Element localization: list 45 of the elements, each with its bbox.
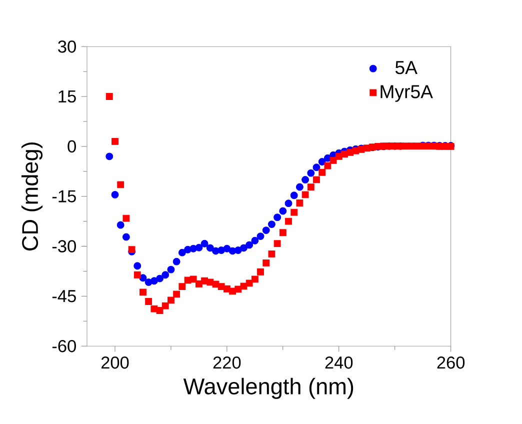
- point: [172, 258, 180, 266]
- x-tick-label: 220: [213, 356, 241, 369]
- legend-label: Myr5A: [380, 85, 433, 102]
- point: [251, 237, 259, 245]
- y-tick-label: -15: [52, 190, 76, 203]
- point: [234, 246, 242, 254]
- y-axis-title: CD (mdeg): [21, 142, 43, 251]
- point: [116, 221, 124, 229]
- point: [246, 241, 254, 249]
- point: [290, 192, 298, 200]
- point: [268, 220, 276, 228]
- point: [150, 277, 158, 285]
- point: [296, 183, 304, 191]
- point: [206, 244, 214, 252]
- point: [111, 191, 119, 199]
- point: [302, 176, 310, 184]
- point: [134, 262, 142, 270]
- point: [240, 244, 248, 252]
- legend-label: 5A: [395, 61, 418, 74]
- x-tick-label: 260: [437, 356, 465, 369]
- point: [156, 275, 164, 282]
- x-tick-label: 200: [101, 356, 129, 369]
- y-tick-label: -30: [52, 240, 76, 253]
- y-tick-label: 30: [58, 40, 76, 53]
- point: [167, 266, 175, 274]
- point: [262, 226, 270, 234]
- x-tick-label: 240: [325, 356, 353, 369]
- point: [106, 152, 114, 160]
- y-tick-label: -45: [52, 290, 76, 302]
- point: [195, 244, 203, 252]
- point: [307, 170, 315, 177]
- y-tick-label: 15: [58, 90, 76, 103]
- point: [162, 271, 170, 279]
- point: [279, 207, 287, 215]
- point: [256, 232, 264, 240]
- x-axis-title: Wavelength (nm): [183, 378, 354, 400]
- point: [122, 233, 130, 241]
- point: [223, 245, 231, 252]
- y-tick-label: -60: [52, 340, 76, 352]
- point: [274, 214, 282, 222]
- y-tick-label: 0: [68, 140, 76, 153]
- point: [178, 249, 186, 256]
- point: [284, 200, 292, 208]
- point: [200, 240, 208, 248]
- point: [312, 164, 320, 172]
